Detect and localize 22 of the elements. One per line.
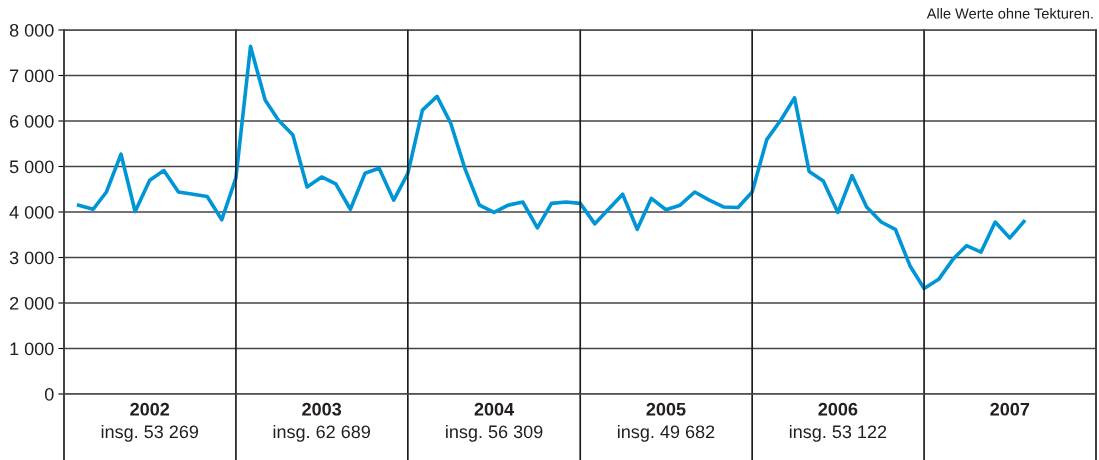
text: Alle Werte ohne Tekturen.	[926, 8, 1093, 19]
x-tick-label: 2004	[474, 402, 515, 416]
text: insg. 62 689	[273, 424, 370, 442]
y-tick-label: 8 000	[9, 23, 54, 37]
y-tick-label: 6 000	[10, 114, 54, 128]
y-tick-label: 3 000	[9, 251, 54, 265]
text: insg. 53 269	[101, 424, 199, 442]
y-tick-label: 1 000	[10, 342, 54, 356]
x-tick-label: 2006	[818, 402, 858, 416]
y-tick-label: 4 000	[9, 205, 54, 219]
text: insg. 49 682	[617, 424, 715, 442]
line-series	[76, 44, 1026, 291]
y-tick-label: 7 000	[10, 69, 54, 83]
x-tick-label: 2005	[646, 402, 686, 416]
x-tick-label: 2002	[130, 402, 170, 416]
text: insg. 53 122	[789, 424, 887, 442]
y-tick-label: 2 000	[10, 296, 54, 310]
text: insg. 56 309	[446, 424, 543, 442]
y-tick-label: 0	[44, 387, 54, 401]
x-tick-label: 2007	[990, 402, 1030, 416]
y-tick-label: 5 000	[9, 160, 54, 174]
x-tick-label: 2003	[302, 402, 342, 416]
